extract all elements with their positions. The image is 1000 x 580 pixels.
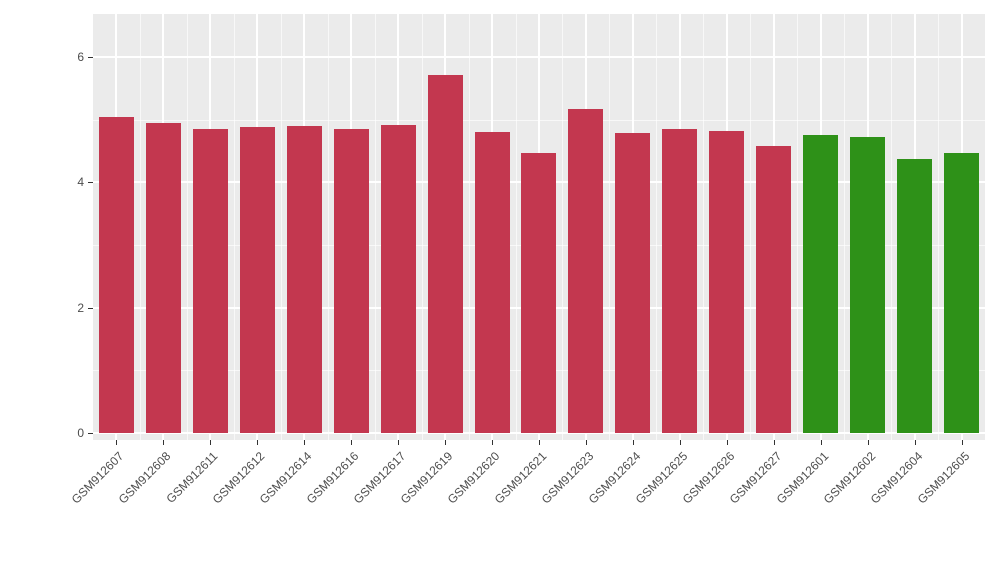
y-axis-tick-label: 4 [77,175,84,190]
x-axis-tick [962,440,963,445]
y-axis-tick-label: 6 [77,50,84,64]
bar-GSM912626 [709,131,744,433]
bar-GSM912605 [944,153,979,433]
gridline-vertical-minor [844,14,846,440]
plot-panel [93,14,985,440]
gridline-vertical-minor [421,14,423,440]
x-axis-tick [445,440,446,445]
y-axis-tick [88,57,93,58]
gridline-vertical-minor [562,14,564,440]
x-axis-tick [680,440,681,445]
gridline-vertical-minor [750,14,752,440]
y-axis-tick-label: 2 [77,300,84,315]
x-axis-tick [821,440,822,445]
bar-GSM912601 [803,135,838,433]
bar-GSM912627 [756,146,791,433]
bar-GSM912625 [662,129,697,433]
y-axis-tick [88,182,93,184]
gridline-horizontal-major [93,56,985,58]
bar-GSM912607 [99,117,134,433]
gridline-vertical-minor [891,14,893,440]
bar-GSM912611 [193,129,228,433]
gridline-vertical-minor [938,14,940,440]
gridline-vertical-minor [797,14,799,440]
bar-GSM912617 [381,125,416,433]
bar-GSM912602 [850,137,885,433]
bar-GSM912612 [240,127,275,433]
y-axis-tick-label: 0 [77,426,84,440]
x-axis-tick [868,440,869,445]
x-axis-tick [351,440,352,445]
y-axis-tick [88,433,93,434]
gridline-horizontal-major [93,432,985,434]
bar-GSM912619 [428,75,463,433]
gridline-vertical-minor [233,14,235,440]
bar-GSM912621 [521,153,556,433]
x-axis-tick [304,440,305,445]
x-axis-tick [633,440,634,445]
gridline-vertical-minor [703,14,705,440]
bar-GSM912614 [287,126,322,433]
gridline-vertical-minor [280,14,282,440]
x-axis-tick [163,440,164,445]
bar-GSM912616 [334,129,369,433]
x-axis-tick [586,440,587,445]
x-axis-tick [257,440,258,445]
gridline-vertical-minor [186,14,188,440]
x-axis-tick [727,440,728,445]
bar-GSM912620 [475,132,510,433]
bar-GSM912608 [146,123,181,433]
x-axis-tick [116,440,117,445]
bar-GSM912623 [568,109,603,433]
x-axis-tick [398,440,399,445]
gridline-vertical-minor [656,14,658,440]
bar-GSM912624 [615,133,650,433]
gridline-vertical-minor [139,14,141,440]
y-axis-tick [88,307,93,309]
gridline-vertical-minor [515,14,517,440]
gridline-vertical-minor [327,14,329,440]
x-axis-tick [492,440,493,445]
x-axis-tick [210,440,211,445]
gridline-vertical-minor [468,14,470,440]
gridline-horizontal-minor [93,119,985,121]
gridline-vertical-minor [609,14,611,440]
bar-GSM912604 [897,159,932,433]
x-axis-tick [539,440,540,445]
x-axis-tick [915,440,916,445]
gridline-vertical-minor [374,14,376,440]
x-axis-tick [774,440,775,445]
